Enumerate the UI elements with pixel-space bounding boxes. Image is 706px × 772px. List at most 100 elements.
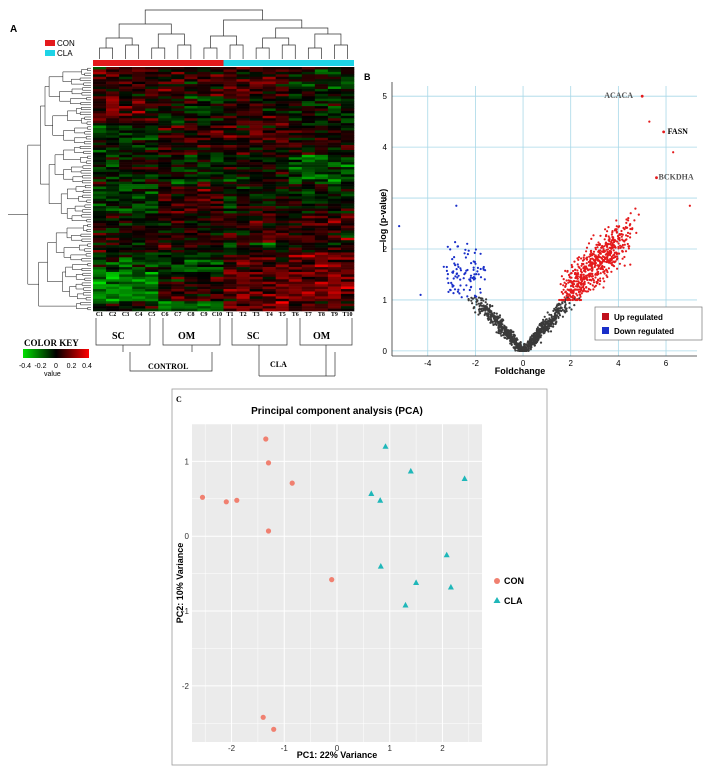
heatmap-cell bbox=[340, 179, 355, 182]
heatmap-cell bbox=[210, 274, 224, 278]
volcano-point-up bbox=[587, 269, 590, 272]
heatmap-cell bbox=[158, 201, 172, 204]
heatmap-cell bbox=[236, 130, 250, 134]
heatmap-cell bbox=[223, 98, 237, 102]
heatmap-cell bbox=[327, 293, 342, 297]
volcano-point-ns bbox=[501, 323, 504, 326]
heatmap-cell bbox=[275, 113, 290, 117]
heatmap-cell bbox=[262, 269, 276, 273]
heatmap-cell bbox=[171, 142, 185, 146]
volcano-point-up bbox=[610, 257, 613, 260]
heatmap-cell bbox=[340, 237, 355, 241]
heatmap-cell bbox=[145, 269, 159, 273]
volcano-point-up bbox=[629, 232, 632, 235]
volcano-point-up bbox=[606, 250, 609, 253]
volcano-point-down bbox=[452, 277, 455, 280]
heatmap-cell bbox=[223, 162, 237, 165]
heatmap-cell bbox=[340, 279, 355, 283]
heatmap-cell bbox=[262, 157, 276, 161]
volcano-point-ns bbox=[533, 344, 536, 347]
heatmap-cell bbox=[223, 86, 237, 90]
heatmap-cell bbox=[93, 303, 107, 307]
heatmap-cell bbox=[210, 167, 224, 170]
pca-title: Principal component analysis (PCA) bbox=[251, 406, 423, 417]
heatmap-cell bbox=[327, 203, 342, 207]
heatmap-cell bbox=[119, 159, 133, 163]
heatmap-cell bbox=[184, 179, 198, 182]
volcano-point-up bbox=[615, 231, 619, 234]
volcano-point-up bbox=[627, 219, 630, 222]
heatmap-cell bbox=[184, 203, 198, 207]
heatmap-cell bbox=[275, 186, 290, 190]
volcano-point-ns bbox=[478, 304, 481, 308]
heatmap-cell bbox=[327, 132, 342, 136]
heatmap-cell bbox=[249, 289, 263, 292]
heatmap-cell bbox=[327, 113, 342, 117]
heatmap-cell bbox=[145, 225, 159, 229]
heatmap-cell bbox=[197, 245, 211, 248]
heatmap-cell bbox=[197, 189, 211, 192]
volcano-point-up bbox=[598, 283, 601, 286]
heatmap-cell bbox=[171, 125, 185, 129]
heatmap-cell bbox=[106, 230, 120, 234]
heatmap-cell bbox=[184, 110, 198, 114]
heatmap-cell bbox=[249, 257, 263, 261]
heatmap-cell bbox=[327, 159, 342, 163]
heatmap-cell bbox=[301, 189, 316, 192]
heatmap-cell bbox=[158, 191, 172, 195]
heatmap-cell bbox=[327, 93, 342, 97]
heatmap-cell bbox=[158, 145, 172, 148]
volcano-point-up bbox=[612, 256, 615, 259]
heatmap-cell bbox=[288, 71, 303, 75]
heatmap-cell bbox=[223, 225, 237, 229]
heatmap-cell bbox=[184, 279, 198, 283]
heatmap-cell bbox=[314, 228, 329, 231]
heatmap-cell bbox=[288, 76, 303, 80]
volcano-point-up bbox=[629, 236, 632, 239]
volcano-point-up bbox=[608, 251, 611, 254]
heatmap-cell bbox=[210, 203, 224, 207]
heatmap-cell bbox=[301, 196, 316, 200]
heatmap-cell bbox=[119, 296, 133, 300]
heatmap-cell bbox=[327, 154, 342, 158]
heatmap-cell bbox=[301, 86, 316, 90]
heatmap-cell bbox=[197, 276, 211, 280]
volcano-point-up bbox=[625, 221, 628, 224]
heatmap-cell bbox=[184, 135, 198, 139]
heatmap-cell bbox=[223, 308, 237, 312]
heatmap-cell bbox=[106, 223, 120, 226]
volcano-point-up bbox=[633, 219, 636, 222]
pca-x-tick: 1 bbox=[388, 744, 393, 753]
heatmap-cell bbox=[184, 76, 198, 80]
volcano-point-up bbox=[591, 263, 594, 266]
heatmap-cell bbox=[132, 267, 146, 270]
heatmap-cell bbox=[262, 225, 276, 229]
heatmap-cell bbox=[145, 103, 159, 107]
volcano-annotation-label: BCKDHA bbox=[658, 173, 693, 182]
heatmap-cell bbox=[301, 98, 316, 102]
heatmap-cell bbox=[314, 106, 329, 109]
heatmap-cell bbox=[158, 103, 172, 107]
heatmap-cell bbox=[236, 206, 250, 209]
heatmap-cell bbox=[340, 271, 355, 275]
volcano-point-down bbox=[456, 245, 460, 248]
heatmap-cell bbox=[262, 108, 276, 112]
heatmap-cell bbox=[314, 215, 329, 219]
heatmap-cell bbox=[340, 81, 355, 85]
heatmap-cell bbox=[210, 220, 224, 224]
heatmap-cell bbox=[158, 113, 172, 117]
volcano-point-up bbox=[607, 243, 610, 246]
heatmap-cell bbox=[145, 135, 159, 139]
heatmap-cell bbox=[288, 235, 303, 239]
heatmap-cell bbox=[132, 115, 146, 119]
heatmap-cell bbox=[106, 137, 120, 141]
volcano-point-up bbox=[613, 253, 616, 256]
volcano-point-ns bbox=[537, 336, 540, 339]
column-dendrogram-branches bbox=[99, 9, 348, 59]
heatmap-cell bbox=[262, 123, 276, 126]
heatmap-cell bbox=[223, 298, 237, 302]
volcano-point-ns bbox=[486, 317, 489, 320]
heatmap-cell bbox=[119, 106, 133, 109]
heatmap-cell bbox=[106, 298, 120, 302]
volcano-point-up bbox=[568, 298, 571, 302]
